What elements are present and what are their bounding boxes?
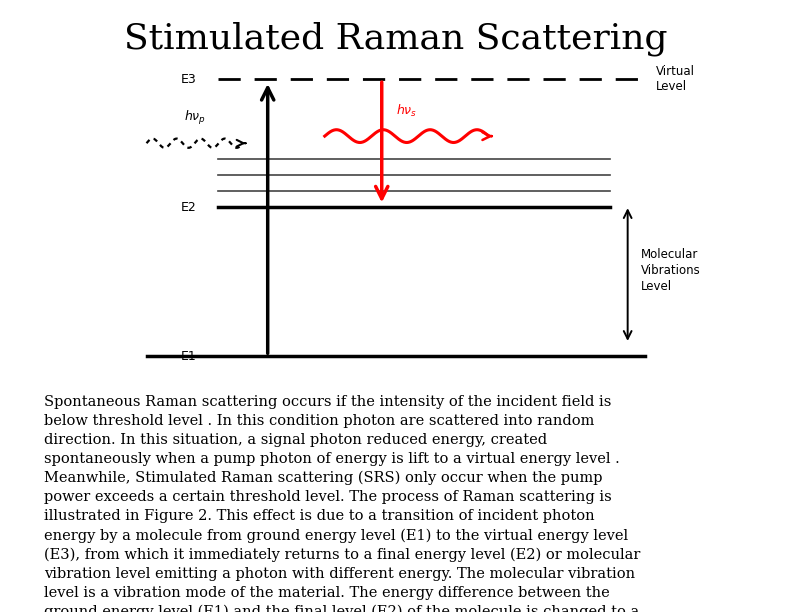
Text: Stimulated Raman Scattering: Stimulated Raman Scattering — [124, 21, 668, 56]
Text: E2: E2 — [181, 201, 196, 214]
Text: E1: E1 — [181, 349, 196, 363]
Text: Molecular
Vibrations
Level: Molecular Vibrations Level — [641, 248, 700, 294]
Text: $h\nu_p$: $h\nu_p$ — [184, 109, 206, 127]
Text: Spontaneous Raman scattering occurs if the intensity of the incident field is
be: Spontaneous Raman scattering occurs if t… — [44, 395, 640, 612]
Text: $h\nu_s$: $h\nu_s$ — [396, 103, 417, 119]
Text: E3: E3 — [181, 73, 196, 86]
Text: Virtual
Level: Virtual Level — [657, 65, 695, 93]
